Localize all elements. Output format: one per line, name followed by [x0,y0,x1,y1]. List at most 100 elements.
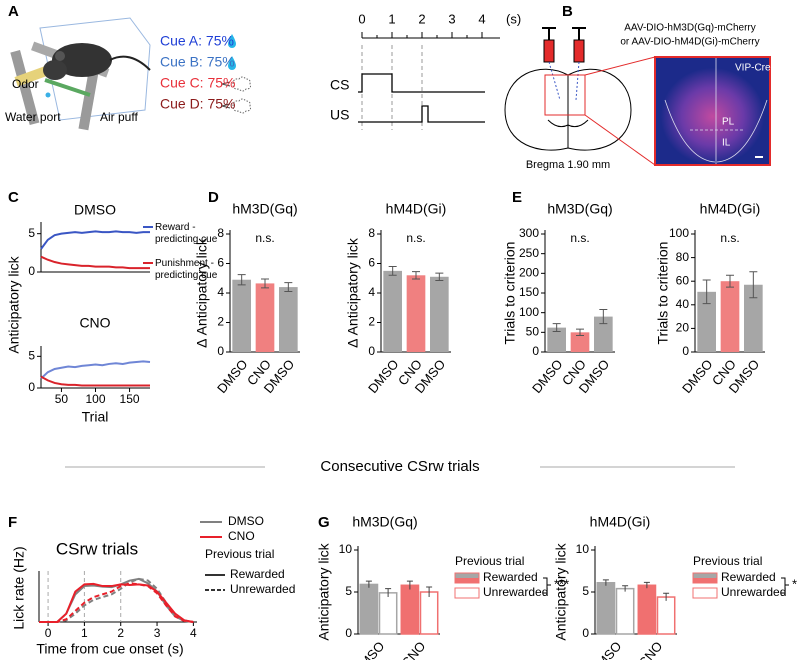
x-tick-label: 3 [154,626,161,640]
y-axis-label: Δ Anticipatory lick [194,237,210,348]
x-tick-label: 100 [85,392,105,406]
chart-title: hM3D(Gq) [352,514,417,530]
legend-label: DMSO [228,514,264,528]
error-bar [702,279,711,305]
annotation: n.s. [406,231,425,245]
y-tick-label: 100 [519,305,539,319]
y-tick-label: 4 [368,285,375,299]
y-tick-label: 0 [28,264,35,278]
legend-swatch [693,593,717,598]
chart-title: CNO [79,315,110,331]
legend-label: Rewarded [483,570,538,584]
cue-icons [221,34,251,114]
timeline-unit: (s) [506,11,521,26]
error-bar [552,323,561,333]
panel-label: D [208,189,219,206]
panel-label: E [512,189,522,206]
y-tick-label: 10 [576,542,590,556]
brain-schematic [504,27,771,166]
chart-title: DMSO [74,202,116,218]
chart-title: hM4D(Gi) [700,201,761,217]
mouse-schematic [10,17,151,131]
x-tick-label: 0 [45,626,52,640]
y-tick-label: 8 [368,226,375,240]
annotation: n.s. [570,231,589,245]
bar [279,287,298,352]
legend-swatch [455,593,479,598]
error-bar [412,271,420,280]
error-bar [576,328,584,336]
legend-title: Previous trial [205,547,274,561]
error-bar [388,265,397,276]
virus-label: AAV-DIO-hM3D(Gq)-mCherry [624,23,756,34]
legend-swatch-border [692,572,718,584]
bar [720,281,740,352]
chart-title: hM3D(Gq) [547,201,612,217]
error-bar [602,579,609,586]
legend-label: Unrewarded [483,585,548,599]
y-axis-label: Δ Anticipatory lick [345,237,361,348]
bar [430,276,449,352]
x-tick-label: 2 [117,626,124,640]
data-line [40,375,150,387]
x-tick-label: DMSO [588,638,625,660]
legend-swatch-border [692,587,718,599]
bar [637,584,657,635]
panel-label: B [562,3,573,20]
error-bar [726,274,734,288]
significance-bracket [543,577,551,594]
y-tick-label: 0 [582,626,589,640]
y-axis-label: Anticipatory lick [553,542,569,640]
bar [615,587,635,635]
legend-title: Previous trial [693,554,762,568]
bar [594,316,613,352]
timeline-tick-label: 2 [418,11,425,26]
y-tick-label: 5 [345,584,352,598]
y-tick-label: 250 [519,246,539,260]
error-bar [435,272,444,281]
data-line [40,230,150,250]
y-tick-label: 10 [339,542,353,556]
timeline-traces [358,37,500,130]
legend-swatch [693,588,717,593]
y-tick-label: 0 [345,626,352,640]
cue-label: Cue A: 75% [160,33,234,49]
y-axis-label: Anticipatory lick [6,255,22,353]
error-bar [426,586,433,598]
y-tick-label: 60 [676,273,690,287]
x-tick-label: 50 [55,392,69,406]
timeline-tick-label: 1 [388,11,395,26]
bar [378,592,398,635]
annotation: * [792,576,797,591]
panel-label: G [318,514,330,531]
y-tick-label: 0 [532,344,539,358]
y-tick-label: 40 [676,297,690,311]
bar [232,279,251,352]
significance-bracket [781,577,789,594]
data-line [39,582,194,623]
bar [656,596,676,635]
legend-swatch [455,588,479,593]
x-axis-label: Time from cue onset (s) [36,641,183,657]
error-bar [284,282,293,293]
bar [400,584,420,635]
y-tick-label: 20 [676,321,690,335]
legend-label: Rewarded [230,567,285,581]
y-tick-label: 300 [519,226,539,240]
schematic-label: Odor [12,77,39,91]
chart-title: CSrw trials [56,539,138,558]
section-title: Consecutive CSrw trials [320,458,479,475]
cue-label: Cue C: 75% [160,75,235,91]
error-bar [261,278,269,289]
y-tick-label: 80 [676,250,690,264]
x-tick-label: DMSO [351,638,388,660]
error-bar [622,585,629,592]
error-bar [365,580,372,588]
chart-title: hM3D(Gq) [232,201,297,217]
timeline-row-label: US [330,107,349,123]
legend-label: Unrewarded [230,582,295,596]
y-tick-label: 8 [217,226,224,240]
legend-label: Punishment -predicting cue [155,258,218,281]
timeline-row-label: CS [330,77,349,93]
